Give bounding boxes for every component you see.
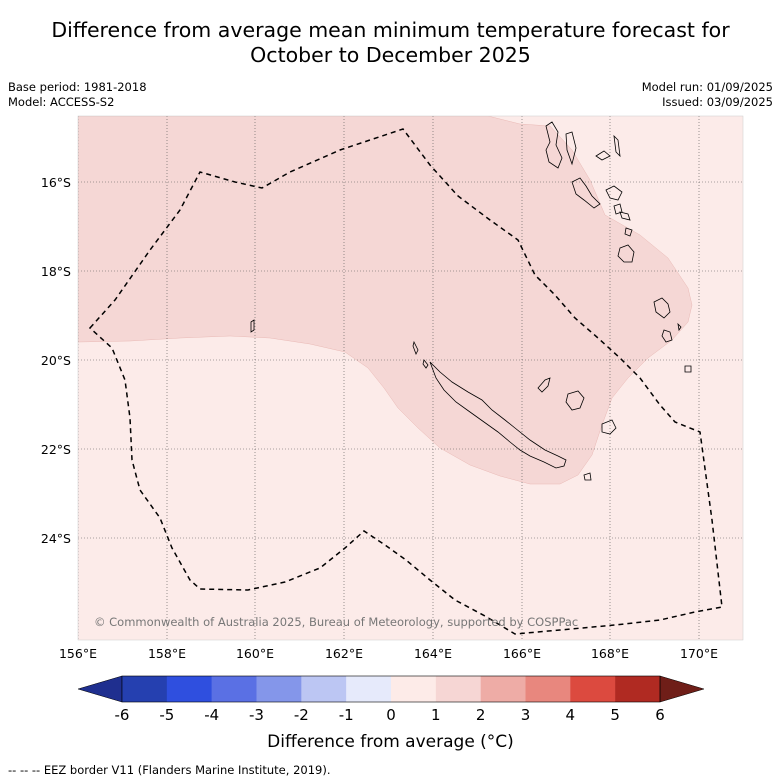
meta-left: Base period: 1981-2018 Model: ACCESS-S2 (8, 80, 147, 110)
colorbar-tick: -2 (294, 706, 309, 724)
base-period: Base period: 1981-2018 (8, 80, 147, 94)
model-name: Model: ACCESS-S2 (8, 95, 115, 109)
title-line-1: Difference from average mean minimum tem… (51, 18, 730, 42)
colorbar-cell (480, 676, 526, 702)
colorbar-cell (525, 676, 571, 702)
new-caledonia-coast (429, 361, 567, 469)
lon-label: 164°E (414, 646, 452, 661)
lat-label: 22°S (41, 442, 71, 457)
colorbar-cell (570, 676, 616, 702)
coastlines (250, 121, 692, 481)
colorbar-tick: 5 (610, 706, 620, 724)
gridlines (78, 116, 743, 640)
colorbar-tick: 0 (386, 706, 396, 724)
colorbar-cell (211, 676, 257, 702)
title-line-2: October to December 2025 (250, 43, 531, 67)
lat-label: 24°S (41, 531, 71, 546)
colorbar-tick: -6 (115, 706, 130, 724)
colorbar-tick: 2 (476, 706, 486, 724)
eez-border (88, 128, 723, 635)
map-title: Difference from average mean minimum tem… (0, 18, 781, 68)
colorbar-under-triangle (77, 675, 123, 703)
lon-label: 156°E (59, 646, 97, 661)
lon-label: 166°E (503, 646, 541, 661)
colorbar-title: Difference from average (°C) (267, 732, 514, 752)
colorbar-cell (122, 676, 168, 702)
lon-label: 158°E (148, 646, 186, 661)
colorbar-cell (435, 676, 481, 702)
colorbar-tick: 4 (566, 706, 576, 724)
colorbar-tick: -5 (159, 706, 174, 724)
colorbar-cell (256, 676, 302, 702)
colorbar-tick: -1 (339, 706, 354, 724)
colorbar-cell (615, 676, 661, 702)
colorbar-tick: 3 (521, 706, 531, 724)
lat-label: 18°S (41, 264, 71, 279)
copyright-text: © Commonwealth of Australia 2025, Bureau… (94, 615, 578, 629)
lat-label: 20°S (41, 353, 71, 368)
colorbar-over-triangle (659, 675, 705, 703)
lon-label: 168°E (591, 646, 629, 661)
issued-date: Issued: 03/09/2025 (662, 95, 773, 109)
anomaly-region-1-2 (78, 116, 693, 485)
lon-label: 160°E (236, 646, 274, 661)
colorbar-tick: 6 (655, 706, 665, 724)
eez-legend-note: -- -- -- EEZ border V11 (Flanders Marine… (8, 763, 331, 777)
meta-right: Model run: 01/09/2025 Issued: 03/09/2025 (642, 80, 773, 110)
colorbar-cell (166, 676, 212, 702)
colorbar-cell (391, 676, 437, 702)
colorbar: -6 -5 -4 -3 -2 -1 0 1 2 3 4 5 6 (77, 675, 705, 724)
colorbar-cell (301, 676, 347, 702)
colorbar-cell (346, 676, 392, 702)
colorbar-tick: -3 (249, 706, 264, 724)
model-run: Model run: 01/09/2025 (641, 80, 773, 94)
lon-label: 170°E (680, 646, 718, 661)
colorbar-tick: 1 (431, 706, 441, 724)
lon-label: 162°E (325, 646, 363, 661)
colorbar-tick: -4 (204, 706, 219, 724)
lat-label: 16°S (41, 175, 71, 190)
